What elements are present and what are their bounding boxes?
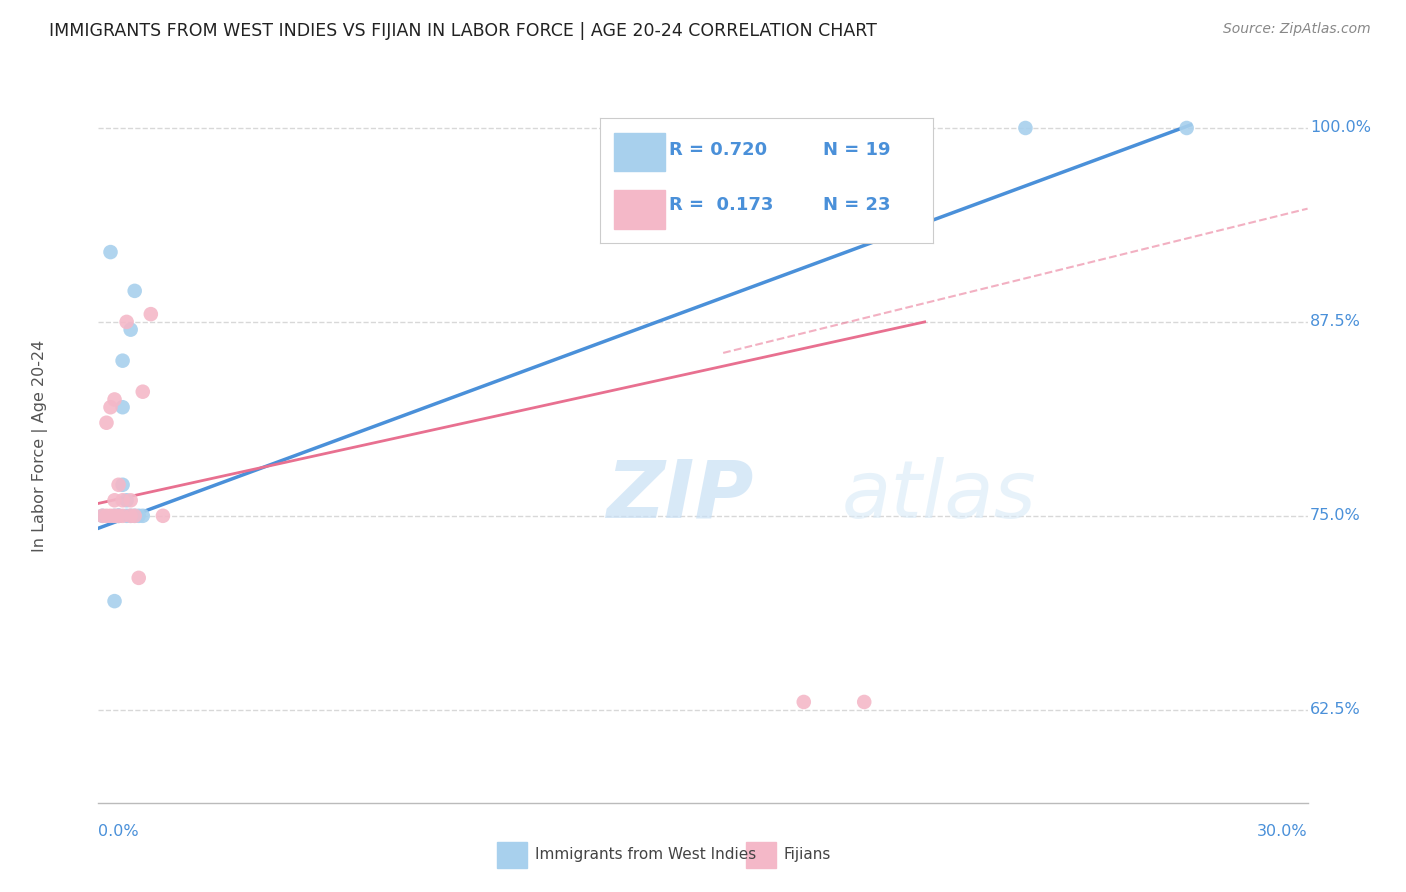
Bar: [496, 842, 527, 868]
Text: 30.0%: 30.0%: [1257, 824, 1308, 839]
Point: [103, 392, 125, 407]
Point: [128, 508, 150, 523]
Text: 0.0%: 0.0%: [98, 824, 139, 839]
Text: Fijians: Fijians: [783, 847, 831, 862]
Text: N = 19: N = 19: [823, 141, 890, 159]
Point: [91, 508, 114, 523]
Point: [107, 508, 129, 523]
Point: [120, 493, 142, 508]
Point: [107, 477, 129, 491]
Text: IMMIGRANTS FROM WEST INDIES VS FIJIAN IN LABOR FORCE | AGE 20-24 CORRELATION CHA: IMMIGRANTS FROM WEST INDIES VS FIJIAN IN…: [49, 22, 877, 40]
Text: N = 23: N = 23: [823, 196, 890, 214]
Point: [107, 508, 129, 523]
Text: R = 0.720: R = 0.720: [669, 141, 768, 159]
Point: [132, 508, 155, 523]
Text: 87.5%: 87.5%: [1310, 314, 1361, 329]
Point: [128, 571, 150, 585]
Point: [115, 493, 138, 508]
Point: [96, 416, 118, 430]
Bar: [745, 842, 776, 868]
Point: [111, 401, 134, 415]
Point: [100, 508, 122, 523]
Text: In Labor Force | Age 20-24: In Labor Force | Age 20-24: [32, 340, 48, 552]
Point: [139, 307, 162, 321]
Point: [103, 594, 125, 608]
Point: [124, 508, 146, 523]
Point: [132, 384, 155, 399]
Point: [152, 508, 174, 523]
Text: 100.0%: 100.0%: [1310, 120, 1371, 136]
Bar: [613, 190, 665, 229]
Point: [893, 198, 915, 212]
Point: [103, 493, 125, 508]
Point: [100, 245, 122, 260]
Text: ZIP: ZIP: [606, 457, 754, 535]
Point: [111, 508, 134, 523]
Point: [124, 284, 146, 298]
Point: [115, 315, 138, 329]
Bar: [613, 133, 665, 171]
Point: [115, 508, 138, 523]
Text: 62.5%: 62.5%: [1310, 702, 1361, 717]
Point: [96, 508, 118, 523]
Point: [120, 508, 142, 523]
Point: [111, 493, 134, 508]
Point: [100, 401, 122, 415]
Text: Source: ZipAtlas.com: Source: ZipAtlas.com: [1223, 22, 1371, 37]
Text: Immigrants from West Indies: Immigrants from West Indies: [534, 847, 756, 862]
Point: [1014, 120, 1036, 135]
Point: [107, 508, 129, 523]
Point: [853, 695, 876, 709]
Point: [111, 477, 134, 491]
Point: [107, 508, 129, 523]
Point: [103, 508, 125, 523]
Text: R =  0.173: R = 0.173: [669, 196, 773, 214]
Point: [91, 508, 114, 523]
Point: [1175, 120, 1198, 135]
Point: [793, 695, 815, 709]
Point: [124, 508, 146, 523]
Text: atlas: atlas: [842, 457, 1036, 535]
Text: 75.0%: 75.0%: [1310, 508, 1361, 524]
Point: [103, 508, 125, 523]
Point: [120, 323, 142, 337]
Point: [111, 353, 134, 368]
Point: [120, 508, 142, 523]
